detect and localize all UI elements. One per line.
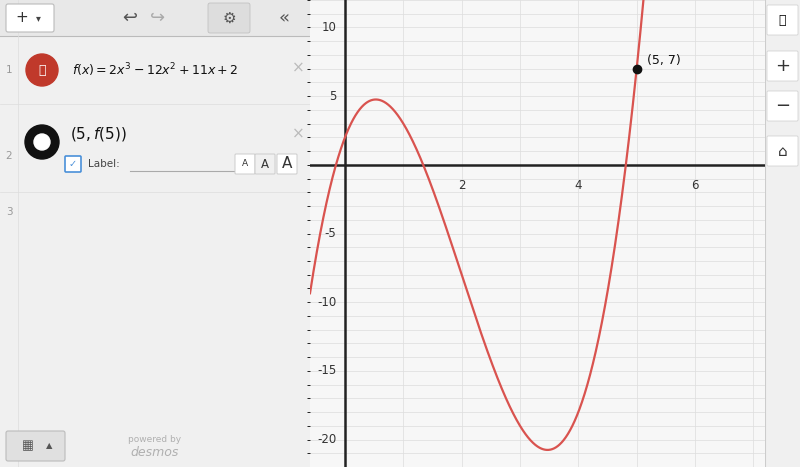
Text: 4: 4	[574, 179, 582, 192]
Text: ✓: ✓	[69, 159, 77, 169]
Text: ⌂: ⌂	[778, 143, 787, 158]
Text: A: A	[242, 160, 248, 169]
FancyBboxPatch shape	[0, 0, 310, 36]
Text: A: A	[261, 157, 269, 170]
Circle shape	[34, 134, 50, 150]
Text: ×: ×	[292, 127, 304, 142]
Text: $f(x) = 2x^3 - 12x^2 + 11x + 2$: $f(x) = 2x^3 - 12x^2 + 11x + 2$	[72, 61, 238, 79]
FancyBboxPatch shape	[767, 136, 798, 166]
Text: −: −	[775, 97, 790, 115]
Circle shape	[26, 54, 58, 86]
Text: ▦: ▦	[22, 439, 34, 453]
Text: 10: 10	[322, 21, 337, 34]
Text: ▾: ▾	[35, 13, 41, 23]
Text: -10: -10	[318, 296, 337, 309]
Text: ▲: ▲	[46, 441, 52, 451]
FancyBboxPatch shape	[767, 51, 798, 81]
FancyBboxPatch shape	[767, 5, 798, 35]
FancyBboxPatch shape	[65, 156, 81, 172]
Text: ⚙: ⚙	[222, 10, 236, 26]
Text: ×: ×	[292, 61, 304, 76]
FancyBboxPatch shape	[6, 4, 54, 32]
Circle shape	[25, 125, 59, 159]
Text: 2: 2	[458, 179, 466, 192]
Text: 🔧: 🔧	[778, 14, 786, 27]
FancyBboxPatch shape	[767, 91, 798, 121]
Text: powered by: powered by	[129, 434, 182, 444]
Text: Label:: Label:	[88, 159, 120, 169]
FancyBboxPatch shape	[235, 154, 255, 174]
Text: desmos: desmos	[131, 446, 179, 460]
Text: A: A	[282, 156, 292, 171]
Text: -15: -15	[318, 364, 337, 377]
Text: ↩: ↩	[122, 9, 138, 27]
Text: «: «	[278, 9, 290, 27]
Text: -5: -5	[325, 227, 337, 240]
Text: +: +	[775, 57, 790, 75]
FancyBboxPatch shape	[208, 3, 250, 33]
Text: ↪: ↪	[150, 9, 166, 27]
FancyBboxPatch shape	[277, 154, 297, 174]
FancyBboxPatch shape	[255, 154, 275, 174]
Text: 5: 5	[330, 90, 337, 103]
Text: 3: 3	[6, 207, 12, 217]
Text: (5, 7): (5, 7)	[647, 54, 681, 67]
Text: 〜: 〜	[38, 64, 46, 77]
Text: 2: 2	[6, 151, 12, 161]
Text: 6: 6	[691, 179, 698, 192]
FancyBboxPatch shape	[6, 431, 65, 461]
Text: 1: 1	[6, 65, 12, 75]
Text: $(5, f(5))$: $(5, f(5))$	[70, 125, 127, 143]
Text: -20: -20	[318, 433, 337, 446]
Text: +: +	[16, 10, 28, 26]
